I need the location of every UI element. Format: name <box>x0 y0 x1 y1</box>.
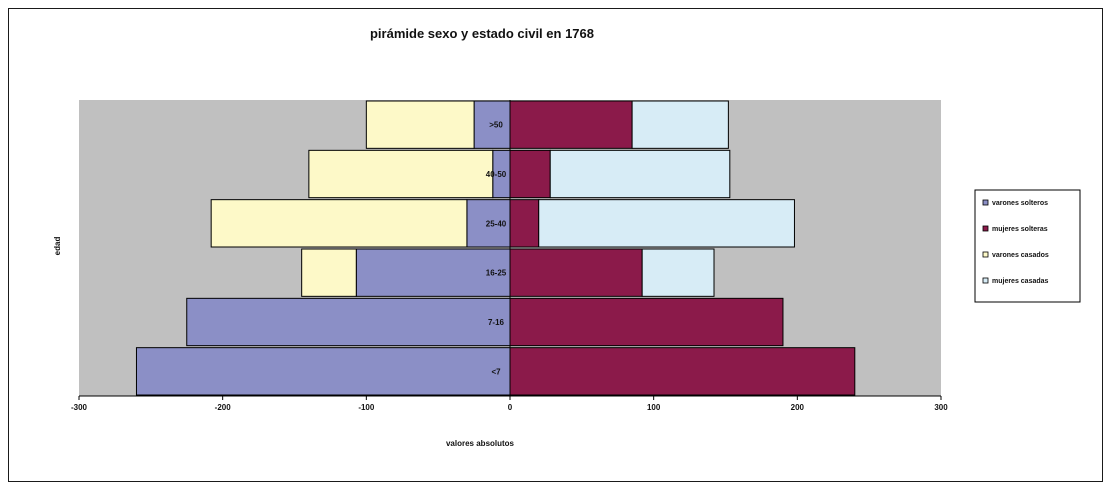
category-label: 40-50 <box>486 170 507 179</box>
category-label: <7 <box>491 367 501 376</box>
category-labels-group: <7 7-16 16-25 25-40 40-50 >50 <box>486 121 507 377</box>
x-tick-label: 200 <box>791 403 805 412</box>
bar-varones-solteros-0 <box>135 347 511 396</box>
category-label: >50 <box>489 121 503 130</box>
x-tick-label: 100 <box>647 403 661 412</box>
chart-title: pirámide sexo y estado civil en 1768 <box>370 26 594 41</box>
category-label: 16-25 <box>486 269 507 278</box>
bar-varones-casados-3 <box>210 199 468 248</box>
x-tick-label: 300 <box>934 403 948 412</box>
bar-mujeres-solteras-2 <box>509 248 643 297</box>
x-tick-label: -300 <box>71 403 88 412</box>
x-tick-label: -200 <box>215 403 232 412</box>
bar-varones-casados-4 <box>308 149 494 199</box>
y-axis-title: edad <box>53 237 62 256</box>
legend-swatch <box>982 251 989 258</box>
x-tick-label: -100 <box>358 403 375 412</box>
legend-label: mujeres casadas <box>992 278 1049 285</box>
legend-swatch <box>982 199 989 206</box>
bar-mujeres-solteras-3 <box>509 199 540 248</box>
bar-mujeres-casadas-4 <box>549 149 731 199</box>
bar-varones-solteros-2 <box>355 248 511 297</box>
bar-mujeres-solteras-1 <box>509 297 784 347</box>
legend-label: varones solteros <box>992 200 1048 207</box>
legend-label: varones casados <box>992 252 1049 259</box>
bar-mujeres-casadas-3 <box>538 199 795 248</box>
category-label: 7-16 <box>488 318 505 327</box>
bar-varones-solteros-5 <box>473 100 511 149</box>
bar-mujeres-casadas-5 <box>631 100 729 149</box>
bar-mujeres-solteras-4 <box>509 149 551 199</box>
x-ticks-group: -300 -200 -100 0 100 200 300 <box>71 396 948 412</box>
bar-varones-solteros-1 <box>186 297 511 347</box>
bar-mujeres-casadas-2 <box>641 248 715 297</box>
x-tick-label: 0 <box>508 403 513 412</box>
bar-mujeres-solteras-0 <box>509 347 856 396</box>
legend: varones solteros mujeres solteras varones … <box>974 189 1081 303</box>
category-label: 25-40 <box>486 219 507 228</box>
legend-box <box>974 189 1081 303</box>
bar-varones-casados-2 <box>301 248 357 297</box>
legend-label: mujeres solteras <box>992 226 1048 233</box>
bar-mujeres-solteras-5 <box>509 100 633 149</box>
legend-swatch <box>982 277 989 284</box>
legend-swatch <box>982 225 989 232</box>
bar-varones-casados-5 <box>365 100 475 149</box>
bars-group <box>135 100 856 396</box>
x-axis-title: valores absolutos <box>446 439 515 448</box>
